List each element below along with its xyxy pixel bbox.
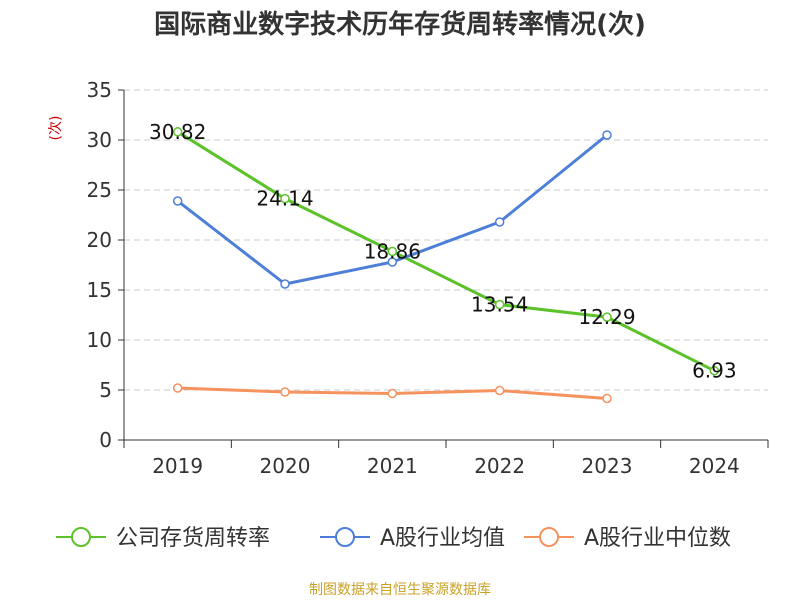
data-point <box>709 365 720 376</box>
y-tick-label: 0 <box>99 428 112 452</box>
legend-marker <box>71 527 91 547</box>
data-point <box>387 388 398 399</box>
data-label: 30.82 <box>149 120 206 144</box>
data-point <box>172 196 183 206</box>
y-axis-unit-label: (次) <box>48 116 64 141</box>
data-point <box>387 246 398 257</box>
data-point <box>494 217 505 227</box>
y-tick-label: 15 <box>87 278 112 302</box>
legend-marker <box>539 527 559 547</box>
data-point <box>280 193 290 204</box>
data-point <box>494 385 505 396</box>
axes: 0 5 10 15 20 25 30 35 2019 2020 2021 2022 2023 2024 <box>87 78 769 478</box>
x-tick-label: 2019 <box>152 454 203 478</box>
x-tick-label: 2020 <box>260 454 311 478</box>
source-note: 制图数据来自恒生聚源数据库 <box>309 582 491 598</box>
legend-marker <box>335 527 355 547</box>
y-tick-label: 30 <box>87 128 112 152</box>
y-tick-label: 20 <box>87 228 112 252</box>
y-tick-label: 25 <box>87 178 112 202</box>
data-label: 13.54 <box>471 293 528 317</box>
data-point <box>602 312 612 322</box>
data-point <box>387 257 398 267</box>
x-tick-label: 2021 <box>367 454 418 478</box>
series-lines <box>172 127 720 404</box>
gridlines <box>124 89 768 391</box>
chart-title: 国际商业数字技术历年存货周转率情况(次) <box>154 9 646 40</box>
data-label: 6.93 <box>692 359 737 383</box>
x-tick-label: 2022 <box>474 454 525 478</box>
data-point <box>172 383 183 393</box>
legend-label: A股行业中位数 <box>584 526 731 551</box>
y-tick-label: 35 <box>87 78 112 102</box>
y-tick-label: 10 <box>87 328 112 352</box>
data-point <box>494 299 505 310</box>
legend: 公司存货周转率 A股行业均值 A股行业中位数 <box>56 526 731 551</box>
data-point <box>280 387 290 397</box>
x-tick-label: 2024 <box>689 454 740 478</box>
data-point <box>602 130 612 140</box>
legend-label: A股行业均值 <box>380 526 505 551</box>
series-line <box>176 130 716 373</box>
x-tick-label: 2023 <box>582 454 633 478</box>
data-label: 18.86 <box>364 239 421 263</box>
y-tick-label: 5 <box>99 378 112 402</box>
legend-label: 公司存货周转率 <box>116 526 270 551</box>
data-labels: 30.82 24.14 18.86 13.54 12.29 6.93 <box>149 120 737 383</box>
data-point <box>172 127 183 137</box>
data-point <box>602 393 612 404</box>
data-label: 12.29 <box>578 305 635 329</box>
data-point <box>280 279 290 289</box>
data-label: 24.14 <box>256 187 313 211</box>
